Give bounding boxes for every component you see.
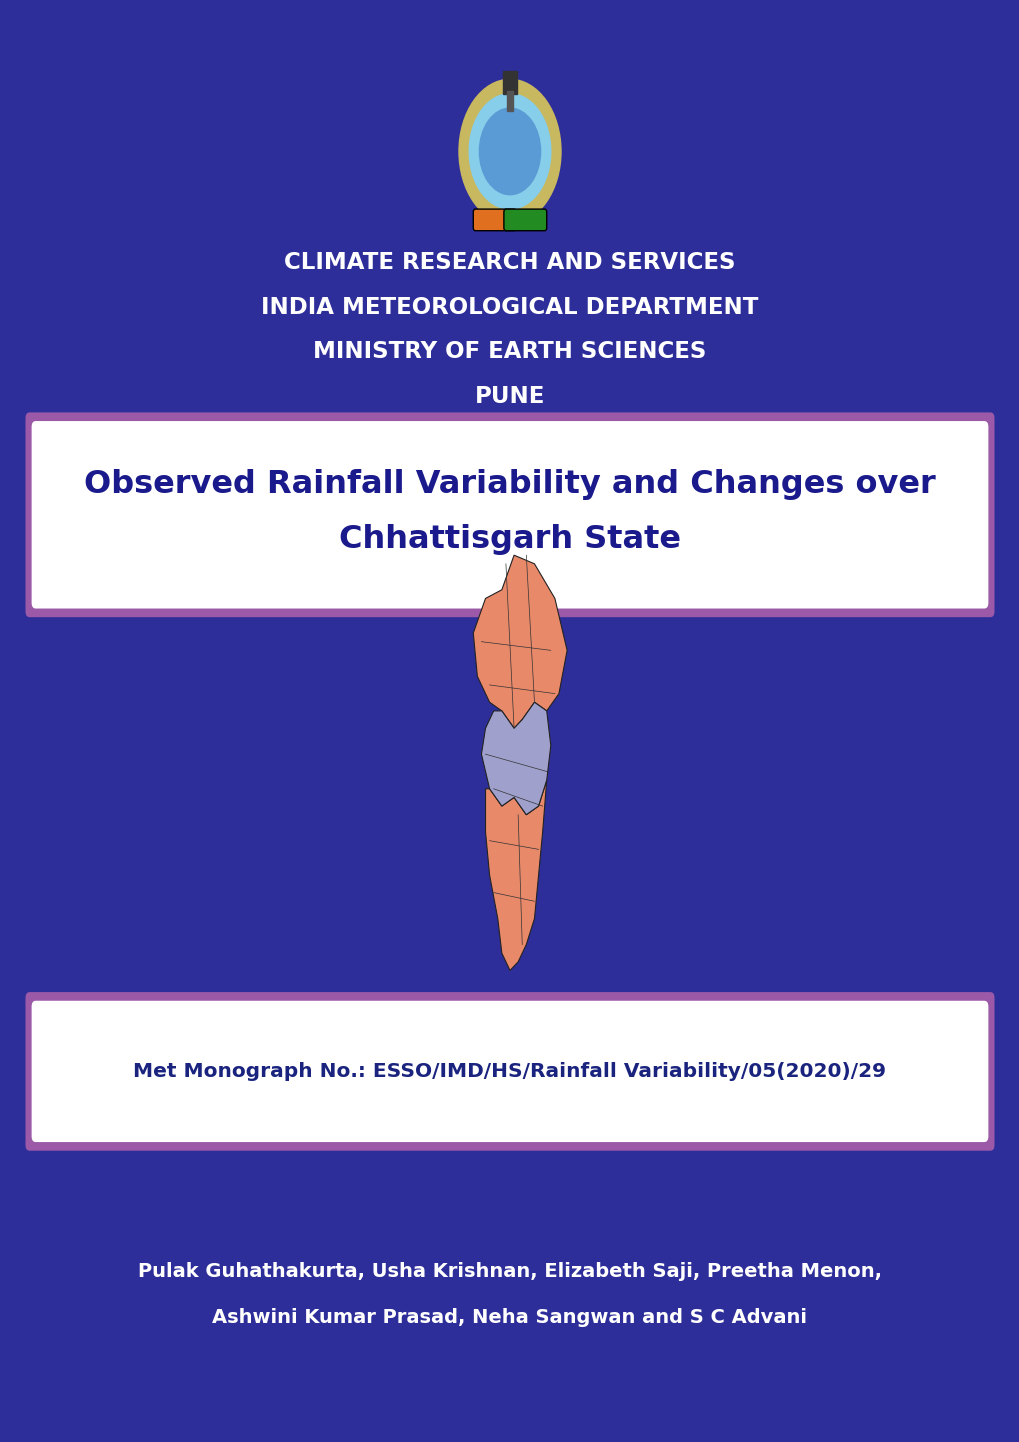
FancyBboxPatch shape bbox=[503, 209, 546, 231]
Circle shape bbox=[479, 108, 540, 195]
Circle shape bbox=[459, 79, 560, 224]
Text: Ashwini Kumar Prasad, Neha Sangwan and S C Advani: Ashwini Kumar Prasad, Neha Sangwan and S… bbox=[212, 1308, 807, 1328]
Polygon shape bbox=[485, 780, 546, 970]
Text: MINISTRY OF EARTH SCIENCES: MINISTRY OF EARTH SCIENCES bbox=[313, 340, 706, 363]
Bar bbox=[506, 91, 513, 111]
Polygon shape bbox=[481, 702, 550, 815]
FancyBboxPatch shape bbox=[473, 209, 516, 231]
Text: Met Monograph No.: ESSO/IMD/HS/Rainfall Variability/05(2020)/29: Met Monograph No.: ESSO/IMD/HS/Rainfall … bbox=[133, 1061, 886, 1082]
Circle shape bbox=[469, 94, 550, 209]
Bar bbox=[502, 71, 517, 94]
Text: Pulak Guhathakurta, Usha Krishnan, Elizabeth Saji, Preetha Menon,: Pulak Guhathakurta, Usha Krishnan, Eliza… bbox=[138, 1262, 881, 1282]
Text: PUNE: PUNE bbox=[475, 385, 544, 408]
Text: CLIMATE RESEARCH AND SERVICES: CLIMATE RESEARCH AND SERVICES bbox=[284, 251, 735, 274]
FancyBboxPatch shape bbox=[32, 421, 987, 609]
Polygon shape bbox=[473, 555, 567, 728]
Text: Chhattisgarh State: Chhattisgarh State bbox=[338, 523, 681, 555]
FancyBboxPatch shape bbox=[25, 992, 994, 1151]
FancyBboxPatch shape bbox=[25, 412, 994, 617]
FancyBboxPatch shape bbox=[32, 1001, 987, 1142]
Text: INDIA METEOROLOGICAL DEPARTMENT: INDIA METEOROLOGICAL DEPARTMENT bbox=[261, 296, 758, 319]
Text: Observed Rainfall Variability and Changes over: Observed Rainfall Variability and Change… bbox=[84, 469, 935, 500]
